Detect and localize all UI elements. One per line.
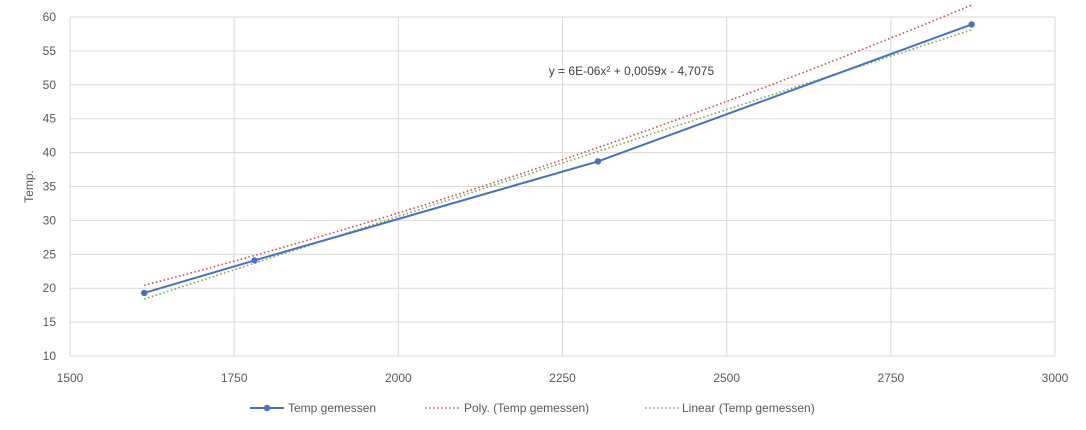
y-tick-label: 35	[43, 180, 57, 194]
y-tick-label: 50	[43, 78, 57, 92]
axes: 10 15 20 25 30 35 40 45 50 55 60 1500 1750 2000 2250 25…	[22, 10, 1069, 385]
data-point	[594, 158, 602, 165]
y-tick-label: 55	[43, 44, 57, 58]
x-tick-label: 3000	[1042, 371, 1069, 385]
x-tick-label: 2250	[549, 371, 576, 385]
legend-marker	[263, 404, 271, 412]
series-line-temp-gemessen	[143, 23, 972, 294]
series	[141, 21, 975, 297]
x-tick-label: 2750	[877, 371, 904, 385]
legend-label-linear: Linear (Temp gemessen)	[682, 401, 815, 415]
y-tick-label: 10	[43, 349, 57, 363]
trendlines	[143, 4, 972, 300]
y-tick-label: 20	[43, 281, 57, 295]
trendline-equation: y = 6E-06x² + 0,0059x - 4,7075	[549, 64, 715, 78]
grid	[69, 16, 1056, 357]
annotations: y = 6E-06x² + 0,0059x - 4,7075	[549, 64, 715, 78]
x-tick-label: 1500	[57, 371, 84, 385]
data-point	[141, 289, 148, 297]
y-tick-label: 60	[43, 10, 57, 24]
legend-label-temp-gemessen: Temp gemessen	[288, 401, 376, 415]
y-tick-label: 25	[43, 247, 57, 261]
data-point	[251, 257, 258, 264]
y-axis-title: Temp.	[22, 170, 36, 203]
y-tick-label: 15	[43, 315, 57, 329]
y-tick-label: 30	[43, 213, 57, 227]
x-tick-label: 1750	[221, 371, 248, 385]
poly-trendline	[143, 4, 972, 287]
data-point	[968, 21, 975, 28]
y-tick-label: 40	[43, 146, 57, 160]
y-tick-label: 45	[43, 112, 57, 126]
x-tick-label: 2000	[385, 371, 412, 385]
legend-label-poly: Poly. (Temp gemessen)	[464, 401, 589, 415]
x-tick-label: 2500	[713, 371, 740, 385]
legend: Temp gemessen Poly. (Temp gemessen) Linear…	[250, 401, 815, 415]
